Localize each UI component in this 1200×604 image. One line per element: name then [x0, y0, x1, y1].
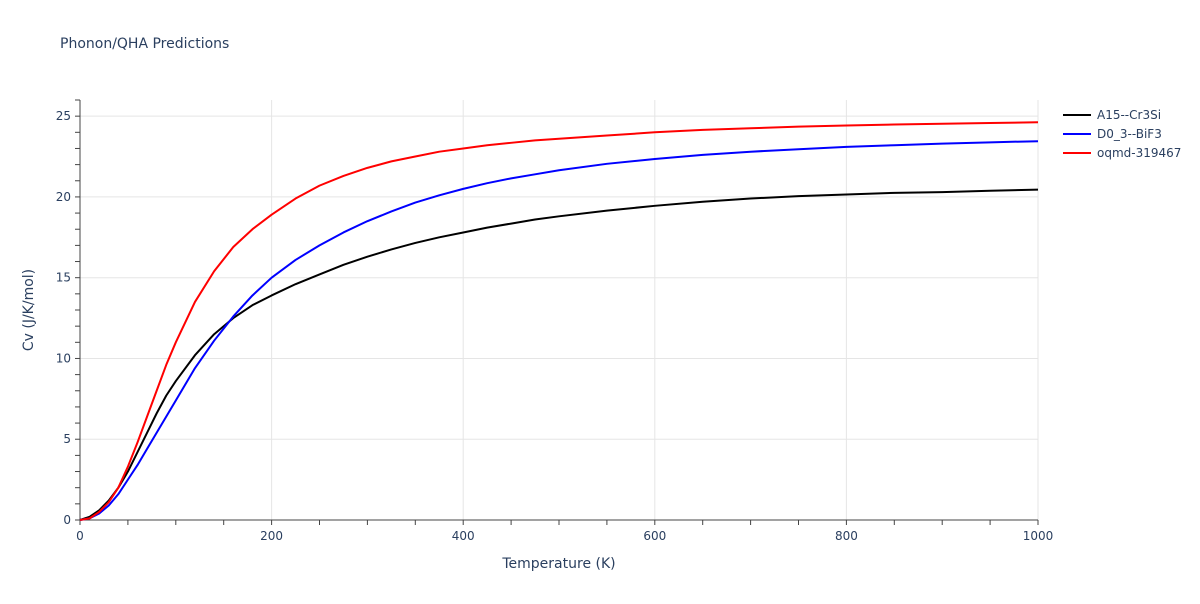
x-axis-title: Temperature (K): [501, 556, 615, 572]
series-line-D0_3--BiF3: [79, 140, 1039, 521]
series-layer: [79, 121, 1039, 521]
chart-title: Phonon/QHA Predictions: [60, 36, 230, 52]
y-tick-label: 10: [56, 351, 71, 365]
x-tick-label: 1000: [1023, 529, 1054, 543]
legend-item[interactable]: D0_3--BiF3: [1063, 127, 1162, 141]
legend-item[interactable]: A15--Cr3Si: [1063, 108, 1161, 122]
series-line-oqmd-319467: [79, 121, 1039, 521]
x-tick-label: 800: [835, 529, 858, 543]
y-tick-label: 5: [63, 432, 71, 446]
y-axis-title: Cv (J/K/mol): [21, 269, 37, 351]
x-tick-label: 0: [76, 529, 84, 543]
y-tick-label: 0: [63, 513, 71, 527]
y-tick-label: 25: [56, 109, 71, 123]
series-line-A15--Cr3Si: [79, 188, 1039, 521]
x-tick-label: 400: [452, 529, 475, 543]
legend-item[interactable]: oqmd-319467: [1063, 146, 1181, 160]
legend-label: A15--Cr3Si: [1097, 108, 1161, 122]
axis-layer: 0 200 400 600 800 1000 0 5 10 15 20 25: [56, 99, 1054, 543]
x-tick-label: 200: [260, 529, 283, 543]
x-tick-label: 600: [643, 529, 666, 543]
y-tick-label: 20: [56, 190, 71, 204]
grid-layer: [80, 100, 1039, 520]
y-tick-label: 15: [56, 271, 71, 285]
legend-label: oqmd-319467: [1097, 146, 1181, 160]
legend-label: D0_3--BiF3: [1097, 127, 1162, 141]
legend-layer: A15--Cr3Si D0_3--BiF3 oqmd-319467: [1063, 108, 1181, 160]
